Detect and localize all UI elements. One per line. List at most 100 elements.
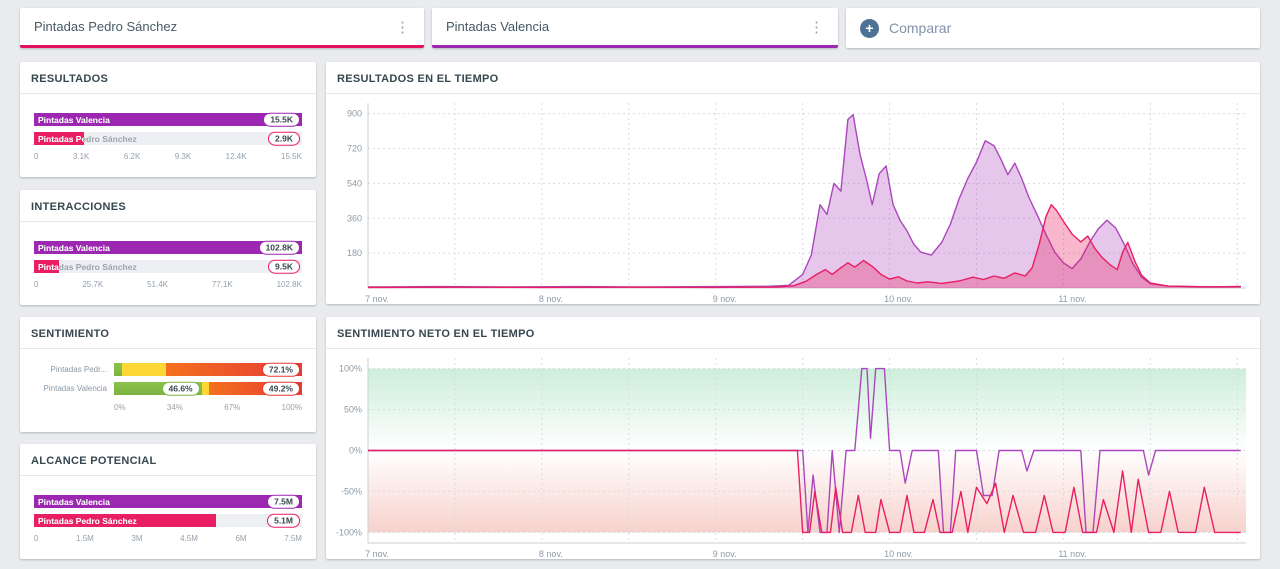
x-axis: 0 3.1K 6.2K 9.3K 12.4K 15.5K	[34, 152, 302, 161]
value-badge: 46.6%	[161, 381, 200, 396]
svg-text:360: 360	[347, 213, 362, 223]
axis-tick: 9.3K	[174, 152, 192, 161]
sentiment-row-label: Pintadas Pedr...	[50, 365, 107, 374]
segment-positive[interactable]	[114, 363, 123, 376]
bar-pink[interactable]: Pintadas Pedro Sánchez	[34, 514, 217, 527]
bar-label: Pintadas Valencia	[38, 242, 110, 253]
axis-tick: 7.5M	[284, 534, 302, 543]
bar-pink[interactable]: Pintadas Pedro Sánchez	[34, 132, 85, 145]
query-tab-valencia[interactable]: Pintadas Valencia ⋮	[432, 8, 838, 48]
axis-tick: 0	[34, 152, 39, 161]
sentiment-track[interactable]: 72.1%	[114, 362, 302, 377]
axis-tick: 34%	[166, 403, 183, 412]
axis-tick: 6M	[235, 534, 247, 543]
card-sentimiento-neto-en-el-tiempo: SENTIMIENTO NETO EN EL TIEMPO 100% 50% 0% -…	[326, 317, 1260, 559]
svg-text:10 nov.: 10 nov.	[884, 549, 913, 559]
svg-text:9 nov.: 9 nov.	[713, 294, 737, 304]
x-axis: 0% 34% 67% 100%	[114, 403, 302, 412]
bar-label: Pintadas Pedro Sánchez	[38, 133, 85, 144]
query-tab-pedro-sanchez[interactable]: Pintadas Pedro Sánchez ⋮	[20, 8, 424, 48]
bar-label: Pintadas Valencia	[38, 114, 110, 125]
bar-purple[interactable]: Pintadas Valencia	[34, 113, 302, 126]
axis-tick: 12.4K	[225, 152, 247, 161]
compare-button[interactable]: + Comparar	[846, 8, 1260, 48]
card-title: INTERACCIONES	[31, 201, 126, 213]
resultados_tiempo-svg: 180 360 540 720 900 7 nov. 8 nov. 9 nov. 10 nov.…	[347, 103, 1246, 304]
svg-text:7 nov.: 7 nov.	[365, 549, 389, 559]
alcance-chart[interactable]: Pintadas Valencia Pintadas Valencia 7.5M Pi…	[20, 476, 316, 543]
value-badge: 2.9K	[268, 131, 300, 146]
sentiment-track[interactable]: 46.6% 49.2%	[114, 381, 302, 396]
card-header: INTERACCIONES	[20, 190, 316, 222]
bar-purple[interactable]: Pintadas Valencia	[34, 495, 302, 508]
card-header: SENTIMIENTO NETO EN EL TIEMPO	[326, 317, 1260, 349]
axis-tick: 25.7K	[82, 280, 104, 289]
sentiment-row-label: Pintadas Valencia	[43, 384, 107, 393]
svg-text:100%: 100%	[339, 364, 362, 374]
resultados-en-el-tiempo-chart[interactable]: 180 360 540 720 900 7 nov. 8 nov. 9 nov. 10 nov.…	[326, 94, 1260, 308]
svg-text:9 nov.: 9 nov.	[713, 549, 737, 559]
card-title: ALCANCE POTENCIAL	[31, 455, 157, 467]
axis-tick: 15.5K	[281, 152, 302, 161]
bar-label: Pintadas Pedro Sánchez	[38, 261, 137, 272]
svg-text:720: 720	[347, 144, 362, 154]
axis-tick: 100%	[281, 403, 302, 412]
svg-text:11 nov.: 11 nov.	[1058, 294, 1086, 304]
axis-tick: 3.1K	[72, 152, 90, 161]
svg-text:8 nov.: 8 nov.	[539, 294, 563, 304]
bar-purple[interactable]: Pintadas Valencia	[34, 241, 302, 254]
interacciones-chart[interactable]: Pintadas Valencia Pintadas Valencia 102.8K…	[20, 222, 316, 289]
value-badge: 15.5K	[263, 112, 300, 127]
axis-tick: 3M	[131, 534, 143, 543]
axis-tick: 0	[34, 534, 39, 543]
bar-row: Pintadas Valencia Pintadas Valencia 102.8K	[34, 240, 302, 255]
card-header: RESULTADOS	[20, 62, 316, 94]
sentimiento-chart[interactable]: Pintadas Pedr... 72.1% Pintadas Valencia 46…	[20, 349, 316, 412]
card-resultados-en-el-tiempo: RESULTADOS EN EL TIEMPO 180 360 540 720 900 7…	[326, 62, 1260, 304]
query-label: Pintadas Pedro Sánchez	[34, 19, 178, 34]
bar-label: Pintadas Valencia	[38, 242, 110, 253]
card-resultados: RESULTADOS Pintadas Valencia Pintadas Val…	[20, 62, 316, 177]
bar-label: Pintadas Valencia	[38, 114, 110, 125]
axis-tick: 77.1K	[211, 280, 233, 289]
value-badge: 102.8K	[258, 240, 300, 255]
axis-tick: 1.5M	[76, 534, 94, 543]
query-menu-icon[interactable]: ⋮	[395, 18, 410, 36]
bar-label: Pintadas Pedro Sánchez	[38, 261, 59, 272]
axis-tick: 51.4K	[147, 280, 168, 289]
sentiment-row: Pintadas Valencia 46.6% 49.2%	[28, 381, 302, 396]
segment-neutral[interactable]	[201, 382, 210, 395]
svg-text:900: 900	[347, 109, 362, 119]
card-alcance-potencial: ALCANCE POTENCIAL Pintadas Valencia Pinta…	[20, 444, 316, 559]
bar-label: Pintadas Valencia	[38, 496, 110, 507]
svg-text:540: 540	[347, 178, 362, 188]
sentimiento-neto-en-el-tiempo-chart[interactable]: 100% 50% 0% -50% -100% 7 nov. 8 nov. 9 nov. 10 n…	[326, 349, 1260, 563]
axis-tick: 4.5M	[180, 534, 198, 543]
sentimiento_tiempo-svg: 100% 50% 0% -50% -100% 7 nov. 8 nov. 9 nov. 10 n…	[336, 358, 1246, 559]
bar-label: Pintadas Pedro Sánchez	[38, 133, 137, 144]
resultados-chart[interactable]: Pintadas Valencia Pintadas Valencia 15.5K P…	[20, 94, 316, 161]
value-badge: 72.1%	[261, 362, 300, 377]
card-title: SENTIMIENTO NETO EN EL TIEMPO	[337, 328, 535, 340]
value-badge: 9.5K	[268, 259, 300, 274]
query-menu-icon[interactable]: ⋮	[809, 18, 824, 36]
add-compare-icon: +	[860, 18, 879, 38]
card-title: RESULTADOS EN EL TIEMPO	[337, 73, 499, 85]
card-title: RESULTADOS	[31, 73, 109, 85]
value-badge: 7.5M	[267, 494, 300, 509]
bar-pink[interactable]: Pintadas Pedro Sánchez	[34, 260, 59, 273]
svg-text:180: 180	[347, 248, 362, 258]
svg-text:-100%: -100%	[336, 527, 362, 537]
svg-text:0%: 0%	[349, 446, 362, 456]
x-axis: 0 1.5M 3M 4.5M 6M 7.5M	[34, 534, 302, 543]
axis-tick: 67%	[224, 403, 241, 412]
card-header: RESULTADOS EN EL TIEMPO	[326, 62, 1260, 94]
svg-text:7 nov.: 7 nov.	[365, 294, 389, 304]
axis-tick: 6.2K	[123, 152, 141, 161]
card-sentimiento: SENTIMIENTO Pintadas Pedr... 72.1% Pintada…	[20, 317, 316, 432]
bar-label: Pintadas Valencia	[38, 496, 110, 507]
svg-text:-50%: -50%	[341, 486, 362, 496]
svg-text:8 nov.: 8 nov.	[539, 549, 563, 559]
segment-neutral[interactable]	[122, 363, 167, 376]
svg-text:11 nov.: 11 nov.	[1058, 549, 1086, 559]
